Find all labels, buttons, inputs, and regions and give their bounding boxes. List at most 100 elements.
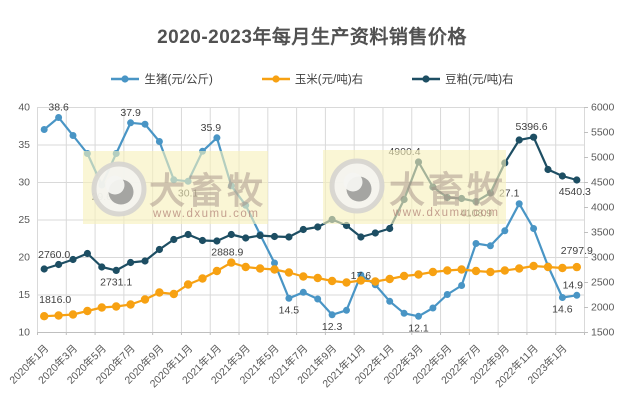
series-2-marker [155,245,163,254]
series-0-marker [227,182,235,190]
series-2-marker [443,193,451,202]
svg-text:12.3: 12.3 [322,321,343,333]
series-0-marker [386,297,394,305]
corn-legend-marker-icon [261,75,290,83]
series-1-marker [97,303,107,312]
series-0-marker [515,200,523,208]
series-2-group [40,133,581,274]
series-0-marker [486,242,494,250]
series-0-marker [141,120,149,128]
series-2-marker [127,258,135,267]
svg-text:6000: 6000 [591,102,615,114]
series-2-marker [198,236,207,245]
svg-text:5000: 5000 [591,152,615,164]
series-1-marker [457,265,466,274]
series-0-marker [299,288,307,296]
svg-text:3000: 3000 [591,252,615,264]
gridlines [37,107,585,335]
svg-text:12.1: 12.1 [408,322,429,334]
series-1-marker [543,262,553,272]
series-0-marker [314,295,322,303]
series-1-marker [313,273,322,283]
series-2-marker [429,183,437,191]
svg-text:4108.9: 4108.9 [460,208,492,220]
svg-text:17.6: 17.6 [351,270,372,282]
series-2-marker [270,232,279,241]
series-2-marker [357,233,365,241]
series-2-marker [400,195,408,204]
series-1-marker [112,302,121,311]
series-1-marker [486,267,495,277]
series-2-marker [342,221,351,230]
series-1-marker [471,266,481,276]
series-1-marker [198,274,207,283]
series-2-marker [184,230,192,239]
left-axis-labels: 40 35 30 25 20 15 10 [18,102,30,339]
legend-item-soymeal[interactable]: 豆粕(元/吨)右 [411,71,514,87]
series-0-marker [343,306,350,314]
series-2-marker [242,234,250,242]
svg-text:4000: 4000 [591,202,615,214]
series-2-marker [458,194,466,203]
series-1-marker [428,267,438,277]
svg-text:35: 35 [18,139,30,151]
svg-text:1500: 1500 [591,327,615,339]
svg-text:14.5: 14.5 [279,304,300,316]
series-2-marker [227,230,235,239]
svg-text:30.1: 30.1 [178,187,199,199]
series-1-marker [83,306,92,316]
series-0-marker [184,177,192,185]
series-0-marker [83,150,91,157]
series-0-marker [199,147,206,155]
svg-text:3500: 3500 [591,227,615,239]
series-2-marker [371,229,379,237]
series-0-marker [328,311,336,319]
series-0-marker [55,114,63,121]
series-1-marker [255,264,265,273]
series-0-marker [127,119,135,127]
svg-text:35.9: 35.9 [201,122,222,134]
svg-text:5500: 5500 [591,127,615,139]
series-2-marker [141,257,149,265]
svg-text:38.6: 38.6 [48,102,69,114]
series-2-marker [299,225,307,234]
svg-text:4540.3: 4540.3 [559,186,591,198]
legend-item-corn[interactable]: 玉米(元/吨)右 [261,71,363,87]
series-0-marker [573,291,581,299]
series-2-marker [414,158,423,166]
series-0-marker [69,132,77,139]
series-1-group [40,258,581,321]
series-0-marker [271,259,278,267]
svg-text:4500: 4500 [591,177,615,189]
svg-text:14.6: 14.6 [552,304,573,316]
series-2-data-labels: 2760.0 2731.1 4900.4 4108.9 5396.6 4540.3 [38,121,591,288]
legend-label-soymeal: 豆粕(元/吨)右 [445,74,514,86]
svg-text:2731.1: 2731.1 [100,276,132,288]
svg-text:27.1: 27.1 [499,188,520,200]
series-2-marker [573,176,581,184]
svg-text:40: 40 [18,102,30,114]
series-2-marker [98,263,106,271]
svg-text:25: 25 [18,214,30,226]
series-1-marker [371,277,380,286]
series-1-marker [241,262,250,272]
series-2-marker [112,266,120,274]
series-1-marker [227,258,236,267]
svg-text:30: 30 [18,177,30,189]
series-1-marker [529,261,538,271]
series-2-marker [515,136,523,144]
series-0-marker [429,304,437,312]
series-2-marker [40,265,48,273]
legend-item-pig[interactable]: 生猪(元/公斤) [110,71,213,87]
series-1-marker [169,289,178,299]
svg-text:14.9: 14.9 [563,279,584,291]
series-2-marker [69,255,77,264]
series-0-marker [458,282,466,289]
series-1-marker [40,312,49,321]
series-0-marker [213,134,221,142]
series-1-marker [155,288,164,297]
series-1-marker [356,276,366,285]
series-0-marker [155,138,163,145]
series-2-marker [544,165,552,174]
